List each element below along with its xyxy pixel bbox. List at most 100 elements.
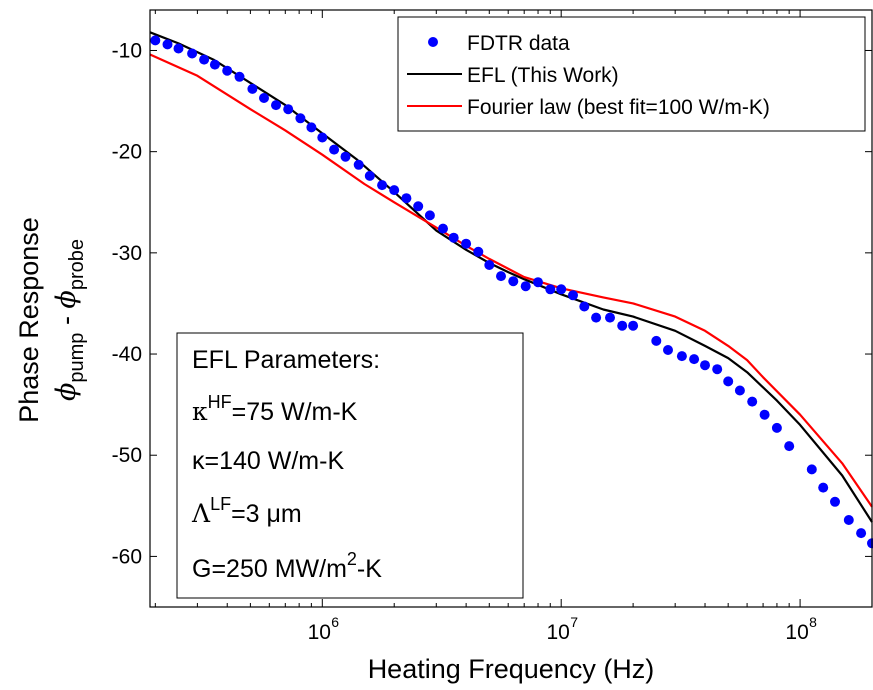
pump-subscript: pump bbox=[66, 333, 88, 383]
data-point bbox=[818, 482, 829, 493]
legend-marker-fdtr bbox=[428, 37, 438, 47]
data-point bbox=[712, 364, 723, 375]
x-tick-label: 10 bbox=[785, 621, 808, 644]
parameter-lambda-lf: ΛLF=3 μm bbox=[191, 494, 302, 528]
data-point bbox=[187, 48, 198, 59]
y-axis-label: Phase Response bbox=[14, 217, 44, 423]
kappa-hf-value: =75 W/m-K bbox=[232, 398, 358, 426]
data-point bbox=[461, 238, 472, 249]
data-point bbox=[533, 277, 543, 288]
data-point bbox=[413, 201, 424, 212]
y-tick-label: -60 bbox=[112, 545, 142, 568]
series-group bbox=[149, 31, 873, 549]
data-point bbox=[556, 284, 567, 295]
phi-pump-symbol: ϕ bbox=[51, 383, 82, 401]
y-tick-label: -50 bbox=[112, 444, 142, 467]
data-point bbox=[283, 104, 294, 115]
squared-superscript: 2 bbox=[347, 549, 357, 569]
data-point bbox=[591, 312, 602, 323]
kappa-symbol: κ bbox=[192, 397, 208, 426]
data-point bbox=[306, 122, 317, 133]
data-point bbox=[723, 376, 734, 387]
data-point bbox=[496, 271, 506, 282]
y-tick-label: -40 bbox=[112, 343, 142, 366]
data-point bbox=[247, 83, 258, 94]
data-point bbox=[568, 290, 578, 301]
data-point bbox=[353, 159, 364, 170]
data-point bbox=[520, 281, 531, 292]
plot-area-frame bbox=[149, 9, 873, 608]
y-axis-ticks: -10 -20 -30 -40 -50 -60 bbox=[112, 39, 872, 568]
legend-label-efl: EFL (This Work) bbox=[467, 64, 619, 87]
data-point bbox=[579, 301, 590, 312]
series-line-1 bbox=[149, 31, 873, 523]
legend-label-fourier: Fourier law (best fit=100 W/m-K) bbox=[467, 96, 770, 119]
parameters-frame bbox=[176, 332, 524, 599]
y-tick-label: -10 bbox=[112, 39, 142, 62]
data-point bbox=[700, 360, 710, 371]
legend-box bbox=[397, 16, 866, 132]
data-point bbox=[234, 71, 245, 82]
x-tick-exponent: 8 bbox=[809, 614, 817, 630]
data-point bbox=[771, 422, 782, 433]
data-point bbox=[830, 496, 840, 507]
data-point bbox=[424, 210, 435, 221]
data-point bbox=[484, 260, 495, 270]
y-axis-sublabel: ϕpump - ϕprobe bbox=[51, 239, 88, 401]
data-point bbox=[617, 320, 628, 331]
data-point bbox=[389, 185, 400, 196]
data-point bbox=[271, 100, 281, 111]
data-point bbox=[508, 276, 519, 287]
data-point bbox=[340, 151, 351, 162]
legend: FDTR data EFL (This Work) Fourier law (b… bbox=[397, 16, 866, 132]
data-point bbox=[295, 113, 306, 124]
legend-label-fdtr: FDTR data bbox=[467, 32, 570, 55]
parameter-kappa-hf: κHF=75 W/m-K bbox=[192, 392, 358, 426]
parameters-title: EFL Parameters: bbox=[192, 346, 380, 374]
x-tick-exponent: 6 bbox=[331, 614, 339, 630]
data-point bbox=[806, 464, 817, 475]
minus-sign: - bbox=[51, 309, 81, 333]
data-point bbox=[689, 354, 700, 365]
data-point bbox=[199, 54, 210, 65]
data-point bbox=[438, 223, 448, 234]
data-point bbox=[784, 441, 795, 452]
probe-subscript: probe bbox=[66, 239, 88, 290]
lambda-symbol: Λ bbox=[191, 499, 211, 528]
data-point bbox=[545, 284, 556, 295]
data-point bbox=[329, 144, 340, 155]
data-point bbox=[317, 132, 328, 143]
x-tick-label: 10 bbox=[547, 621, 570, 644]
lambda-lf-value: =3 μm bbox=[231, 500, 302, 528]
data-point bbox=[843, 515, 854, 525]
data-point bbox=[676, 351, 687, 362]
data-point bbox=[173, 43, 184, 54]
x-tick-label: 10 bbox=[308, 621, 331, 644]
g-unit-suffix: -K bbox=[357, 555, 382, 583]
data-point bbox=[628, 320, 639, 331]
parameter-g: G=250 MW/m2-K bbox=[192, 549, 382, 583]
parameters-box: EFL Parameters: κHF=75 W/m-K κ=140 W/m-K… bbox=[176, 332, 524, 599]
data-point bbox=[162, 39, 173, 50]
data-point bbox=[448, 232, 459, 243]
data-point bbox=[150, 35, 161, 46]
phi-probe-symbol: ϕ bbox=[51, 290, 82, 308]
parameter-kappa: κ=140 W/m-K bbox=[192, 447, 344, 475]
data-point bbox=[401, 193, 412, 204]
y-tick-label: -30 bbox=[112, 242, 142, 265]
data-point bbox=[651, 335, 662, 346]
data-point bbox=[663, 345, 673, 355]
g-value: G=250 MW/m bbox=[192, 555, 347, 583]
data-point bbox=[222, 65, 233, 76]
data-point bbox=[364, 170, 375, 181]
data-point bbox=[259, 93, 269, 103]
data-point bbox=[856, 528, 867, 539]
x-axis-label: Heating Frequency (Hz) bbox=[368, 654, 655, 684]
data-point bbox=[473, 246, 484, 257]
data-point bbox=[759, 409, 770, 420]
x-axis-ticks: 10 6 10 7 10 8 bbox=[154, 10, 873, 644]
data-point bbox=[734, 385, 745, 396]
data-point bbox=[209, 59, 220, 70]
y-tick-label: -20 bbox=[112, 141, 142, 164]
